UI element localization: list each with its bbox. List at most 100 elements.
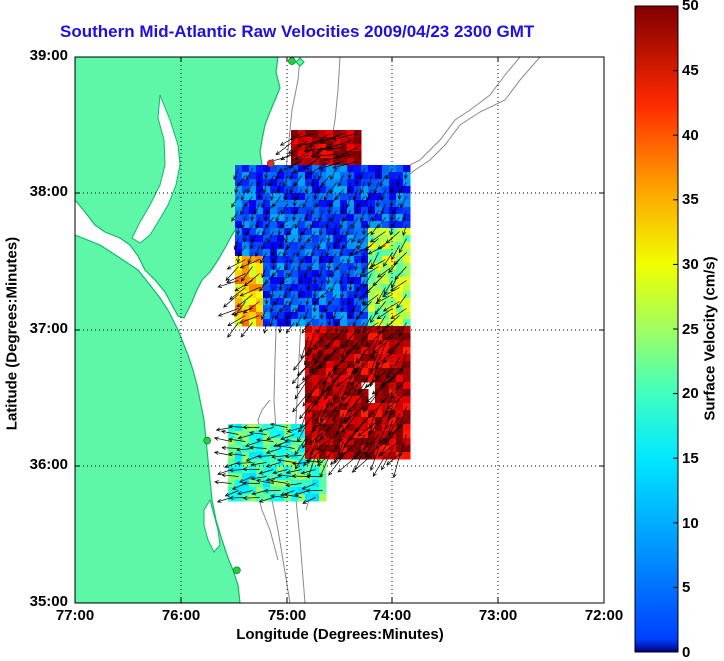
velocity-cell bbox=[312, 410, 320, 418]
velocity-cell bbox=[312, 319, 320, 327]
velocity-cell bbox=[361, 333, 369, 341]
velocity-cell bbox=[347, 158, 355, 166]
velocity-arrow bbox=[269, 315, 274, 327]
velocity-cell bbox=[375, 417, 383, 425]
velocity-arrow bbox=[340, 203, 345, 215]
velocity-cell bbox=[361, 424, 369, 432]
colorbar-tick-label: 50 bbox=[682, 0, 699, 14]
velocity-cell bbox=[270, 249, 278, 257]
velocity-cell bbox=[361, 214, 369, 222]
x-tick-label: 77:00 bbox=[55, 607, 95, 624]
velocity-cell bbox=[396, 445, 404, 453]
velocity-arrow bbox=[306, 280, 311, 292]
velocity-arrow bbox=[341, 378, 351, 401]
velocity-cell bbox=[284, 445, 292, 453]
velocity-arrow bbox=[363, 273, 372, 289]
velocity-cell bbox=[361, 326, 369, 334]
velocity-cell bbox=[354, 445, 362, 453]
velocity-cell bbox=[305, 214, 313, 222]
velocity-cell bbox=[354, 403, 362, 411]
velocity-cell bbox=[403, 263, 411, 271]
colorbar-tick-label: 20 bbox=[682, 385, 699, 402]
velocity-arrow bbox=[360, 210, 365, 223]
velocity-cell bbox=[403, 249, 411, 257]
velocity-cell bbox=[242, 487, 250, 495]
velocity-arrow bbox=[308, 259, 316, 271]
velocity-cell bbox=[368, 347, 376, 355]
velocity-cell bbox=[375, 270, 383, 278]
velocity-arrow bbox=[273, 441, 288, 448]
velocity-arrow bbox=[375, 294, 393, 304]
velocity-cell bbox=[249, 312, 257, 320]
velocity-cell bbox=[242, 431, 250, 439]
velocity-cell bbox=[256, 424, 264, 432]
velocity-cell bbox=[326, 249, 334, 257]
velocity-arrow bbox=[281, 203, 288, 215]
velocity-arrow bbox=[375, 196, 380, 208]
velocity-cell bbox=[354, 305, 362, 313]
velocity-arrow bbox=[224, 490, 239, 497]
velocity-arrow bbox=[242, 231, 247, 243]
velocity-arrow bbox=[384, 392, 393, 416]
velocity-cell bbox=[249, 270, 257, 278]
velocity-arrow bbox=[361, 294, 366, 306]
velocity-cell bbox=[319, 494, 327, 502]
y-tick-label: 38:00 bbox=[29, 183, 68, 200]
velocity-cell bbox=[403, 445, 411, 453]
velocity-arrow bbox=[325, 245, 330, 257]
velocity-cell bbox=[298, 263, 306, 271]
velocity-cell bbox=[354, 179, 362, 187]
velocity-cell bbox=[333, 312, 341, 320]
velocity-arrow bbox=[318, 224, 323, 236]
velocity-cell bbox=[375, 319, 383, 327]
velocity-arrow bbox=[289, 182, 295, 195]
velocity-arrow bbox=[318, 210, 323, 223]
velocity-cell bbox=[249, 200, 257, 208]
velocity-arrow bbox=[250, 476, 267, 481]
velocity-cell bbox=[333, 354, 341, 362]
velocity-cell bbox=[312, 130, 320, 138]
velocity-cell bbox=[319, 137, 327, 145]
velocity-cell bbox=[361, 186, 369, 194]
velocity-arrow bbox=[296, 315, 302, 328]
velocity-cell bbox=[382, 228, 390, 236]
velocity-cell bbox=[249, 298, 257, 306]
velocity-arrow bbox=[354, 203, 359, 215]
velocity-cell bbox=[305, 424, 313, 432]
colorbar-tick-label: 5 bbox=[682, 579, 691, 596]
velocity-cell bbox=[305, 494, 313, 502]
velocity-cell bbox=[270, 221, 278, 229]
velocity-cell bbox=[291, 298, 299, 306]
velocity-cell bbox=[319, 424, 327, 432]
velocity-arrow bbox=[272, 469, 288, 475]
velocity-arrow bbox=[402, 224, 407, 237]
velocity-cell bbox=[270, 193, 278, 201]
velocity-arrow bbox=[312, 287, 317, 299]
velocity-arrow bbox=[385, 406, 393, 430]
velocity-cell bbox=[382, 382, 390, 390]
velocity-arrow bbox=[295, 371, 316, 389]
velocity-arrow bbox=[305, 458, 323, 464]
velocity-arrow bbox=[264, 294, 269, 306]
velocity-arrow bbox=[328, 455, 344, 476]
velocity-cell bbox=[382, 431, 390, 439]
velocity-cell bbox=[354, 291, 362, 299]
velocity-cell bbox=[368, 235, 376, 243]
velocity-cell bbox=[368, 277, 376, 285]
velocity-arrow bbox=[362, 392, 379, 413]
velocity-arrow bbox=[326, 273, 331, 285]
velocity-arrow bbox=[233, 238, 239, 251]
velocity-cell bbox=[305, 200, 313, 208]
velocity-cell bbox=[284, 452, 292, 460]
velocity-cell bbox=[326, 179, 334, 187]
velocity-cell bbox=[382, 361, 390, 369]
velocity-arrow bbox=[213, 436, 232, 442]
velocity-arrow bbox=[380, 189, 386, 202]
velocity-arrow bbox=[347, 168, 352, 180]
velocity-cell bbox=[333, 438, 341, 446]
velocity-cell bbox=[242, 249, 250, 257]
velocity-cell bbox=[284, 431, 292, 439]
velocity-cell bbox=[270, 473, 278, 481]
velocity-cell bbox=[347, 452, 355, 460]
velocity-cell bbox=[256, 284, 264, 292]
